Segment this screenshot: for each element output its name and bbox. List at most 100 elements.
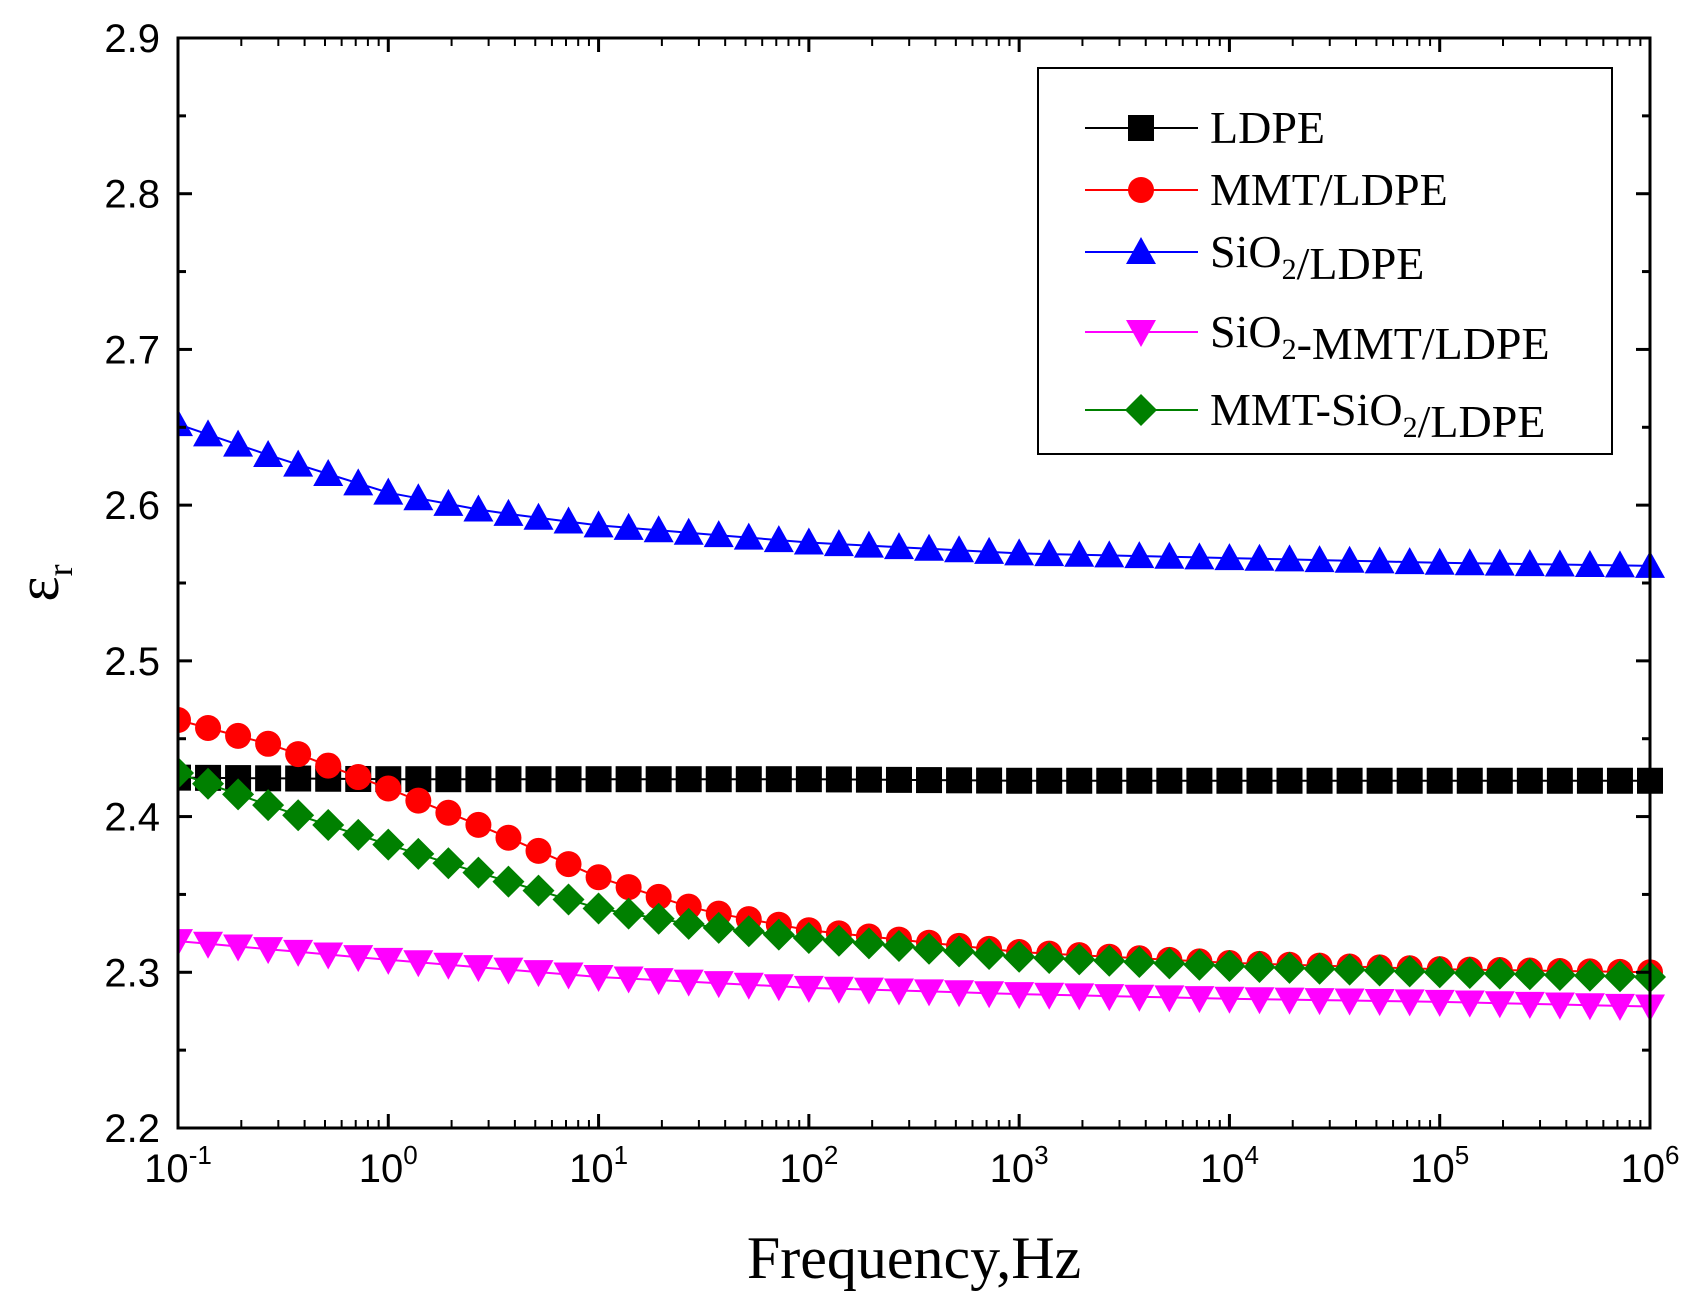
data-point (1454, 548, 1485, 576)
data-point (1363, 954, 1396, 987)
data-point (223, 934, 254, 962)
data-point (375, 775, 402, 802)
data-point (733, 972, 764, 1000)
data-point (192, 767, 225, 800)
y-tick-label: 2.3 (104, 951, 160, 995)
data-point (1394, 989, 1425, 1017)
data-point (1396, 767, 1423, 794)
data-point (1424, 547, 1455, 575)
data-point (793, 527, 824, 555)
legend-marker (1126, 320, 1156, 347)
data-point (255, 730, 282, 757)
data-point (1336, 767, 1363, 794)
data-point (675, 766, 702, 793)
data-point (825, 766, 852, 793)
x-tick-label: 106 (1621, 1140, 1680, 1191)
data-point (852, 927, 885, 960)
x-tick-label: 104 (1200, 1140, 1259, 1191)
data-point (1064, 983, 1095, 1011)
legend-entry-LDPE: LDPE (1085, 102, 1325, 153)
y-tick-label: 2.8 (104, 173, 160, 217)
data-point (1123, 946, 1156, 979)
data-point (1604, 550, 1635, 578)
data-point (1576, 767, 1603, 794)
data-point (613, 512, 644, 540)
data-point (253, 937, 284, 965)
data-point (1513, 958, 1546, 991)
data-point (855, 766, 882, 793)
data-point (1274, 544, 1305, 572)
data-point (1126, 767, 1153, 794)
data-point (1426, 767, 1453, 794)
data-point (1453, 956, 1486, 989)
data-point (525, 766, 552, 793)
data-point (1034, 982, 1065, 1010)
data-point (615, 766, 642, 793)
data-point (1366, 767, 1393, 794)
x-tick-label: 101 (569, 1140, 628, 1191)
data-point (1516, 767, 1543, 794)
data-point (732, 915, 765, 948)
data-point (462, 856, 495, 889)
legend: LDPE MMT/LDPE SiO2/LDPE SiO2-MMT/LDPE MMT-Si… (1037, 67, 1613, 455)
data-point (373, 477, 404, 505)
legend-entry-MMT-SiO2/LDPE: MMT-SiO2/LDPE (1085, 384, 1545, 447)
data-point (672, 907, 705, 940)
data-point (582, 892, 615, 925)
data-point (1124, 541, 1155, 569)
data-point (1093, 944, 1126, 977)
data-point (702, 911, 735, 944)
data-point (403, 950, 434, 978)
data-point (555, 766, 582, 793)
data-point (178, 929, 193, 957)
data-point (493, 957, 524, 985)
data-point (1034, 539, 1065, 567)
data-point (223, 429, 254, 457)
data-point (645, 883, 672, 910)
data-point (1394, 547, 1425, 575)
data-point (643, 515, 674, 543)
data-point (763, 974, 794, 1002)
data-point (1213, 950, 1246, 983)
data-point (1124, 984, 1155, 1012)
data-point (1066, 767, 1093, 794)
x-tick-label: 10-1 (144, 1140, 212, 1191)
data-point (1183, 948, 1216, 981)
data-point (193, 419, 224, 447)
data-point (1006, 767, 1033, 794)
data-point (793, 975, 824, 1003)
data-point (255, 765, 282, 792)
data-point (315, 752, 342, 779)
data-point (974, 981, 1005, 1009)
data-point (1214, 543, 1245, 571)
data-point (853, 977, 884, 1005)
data-point (1064, 539, 1095, 567)
data-point (1546, 767, 1573, 794)
data-point (1334, 545, 1365, 573)
data-point (1423, 956, 1456, 989)
data-point (433, 488, 464, 516)
data-point (585, 864, 612, 891)
legend-label: MMT-SiO2/LDPE (1210, 384, 1545, 447)
data-point (372, 828, 405, 861)
data-point (432, 847, 465, 880)
data-point (944, 980, 975, 1008)
data-point (495, 824, 522, 851)
data-point (1514, 549, 1545, 577)
data-point (1514, 991, 1545, 1019)
data-point (1244, 987, 1275, 1015)
data-point (252, 789, 285, 822)
data-point (225, 722, 252, 749)
data-point (1486, 767, 1513, 794)
data-point (762, 918, 795, 951)
legend-label: SiO2-MMT/LDPE (1210, 306, 1550, 369)
data-point (735, 766, 762, 793)
data-point (343, 468, 374, 496)
data-point (1004, 538, 1035, 566)
data-point (1543, 958, 1576, 991)
data-point (283, 939, 314, 967)
data-point (792, 922, 825, 955)
data-point (522, 874, 555, 907)
data-point (853, 530, 884, 558)
